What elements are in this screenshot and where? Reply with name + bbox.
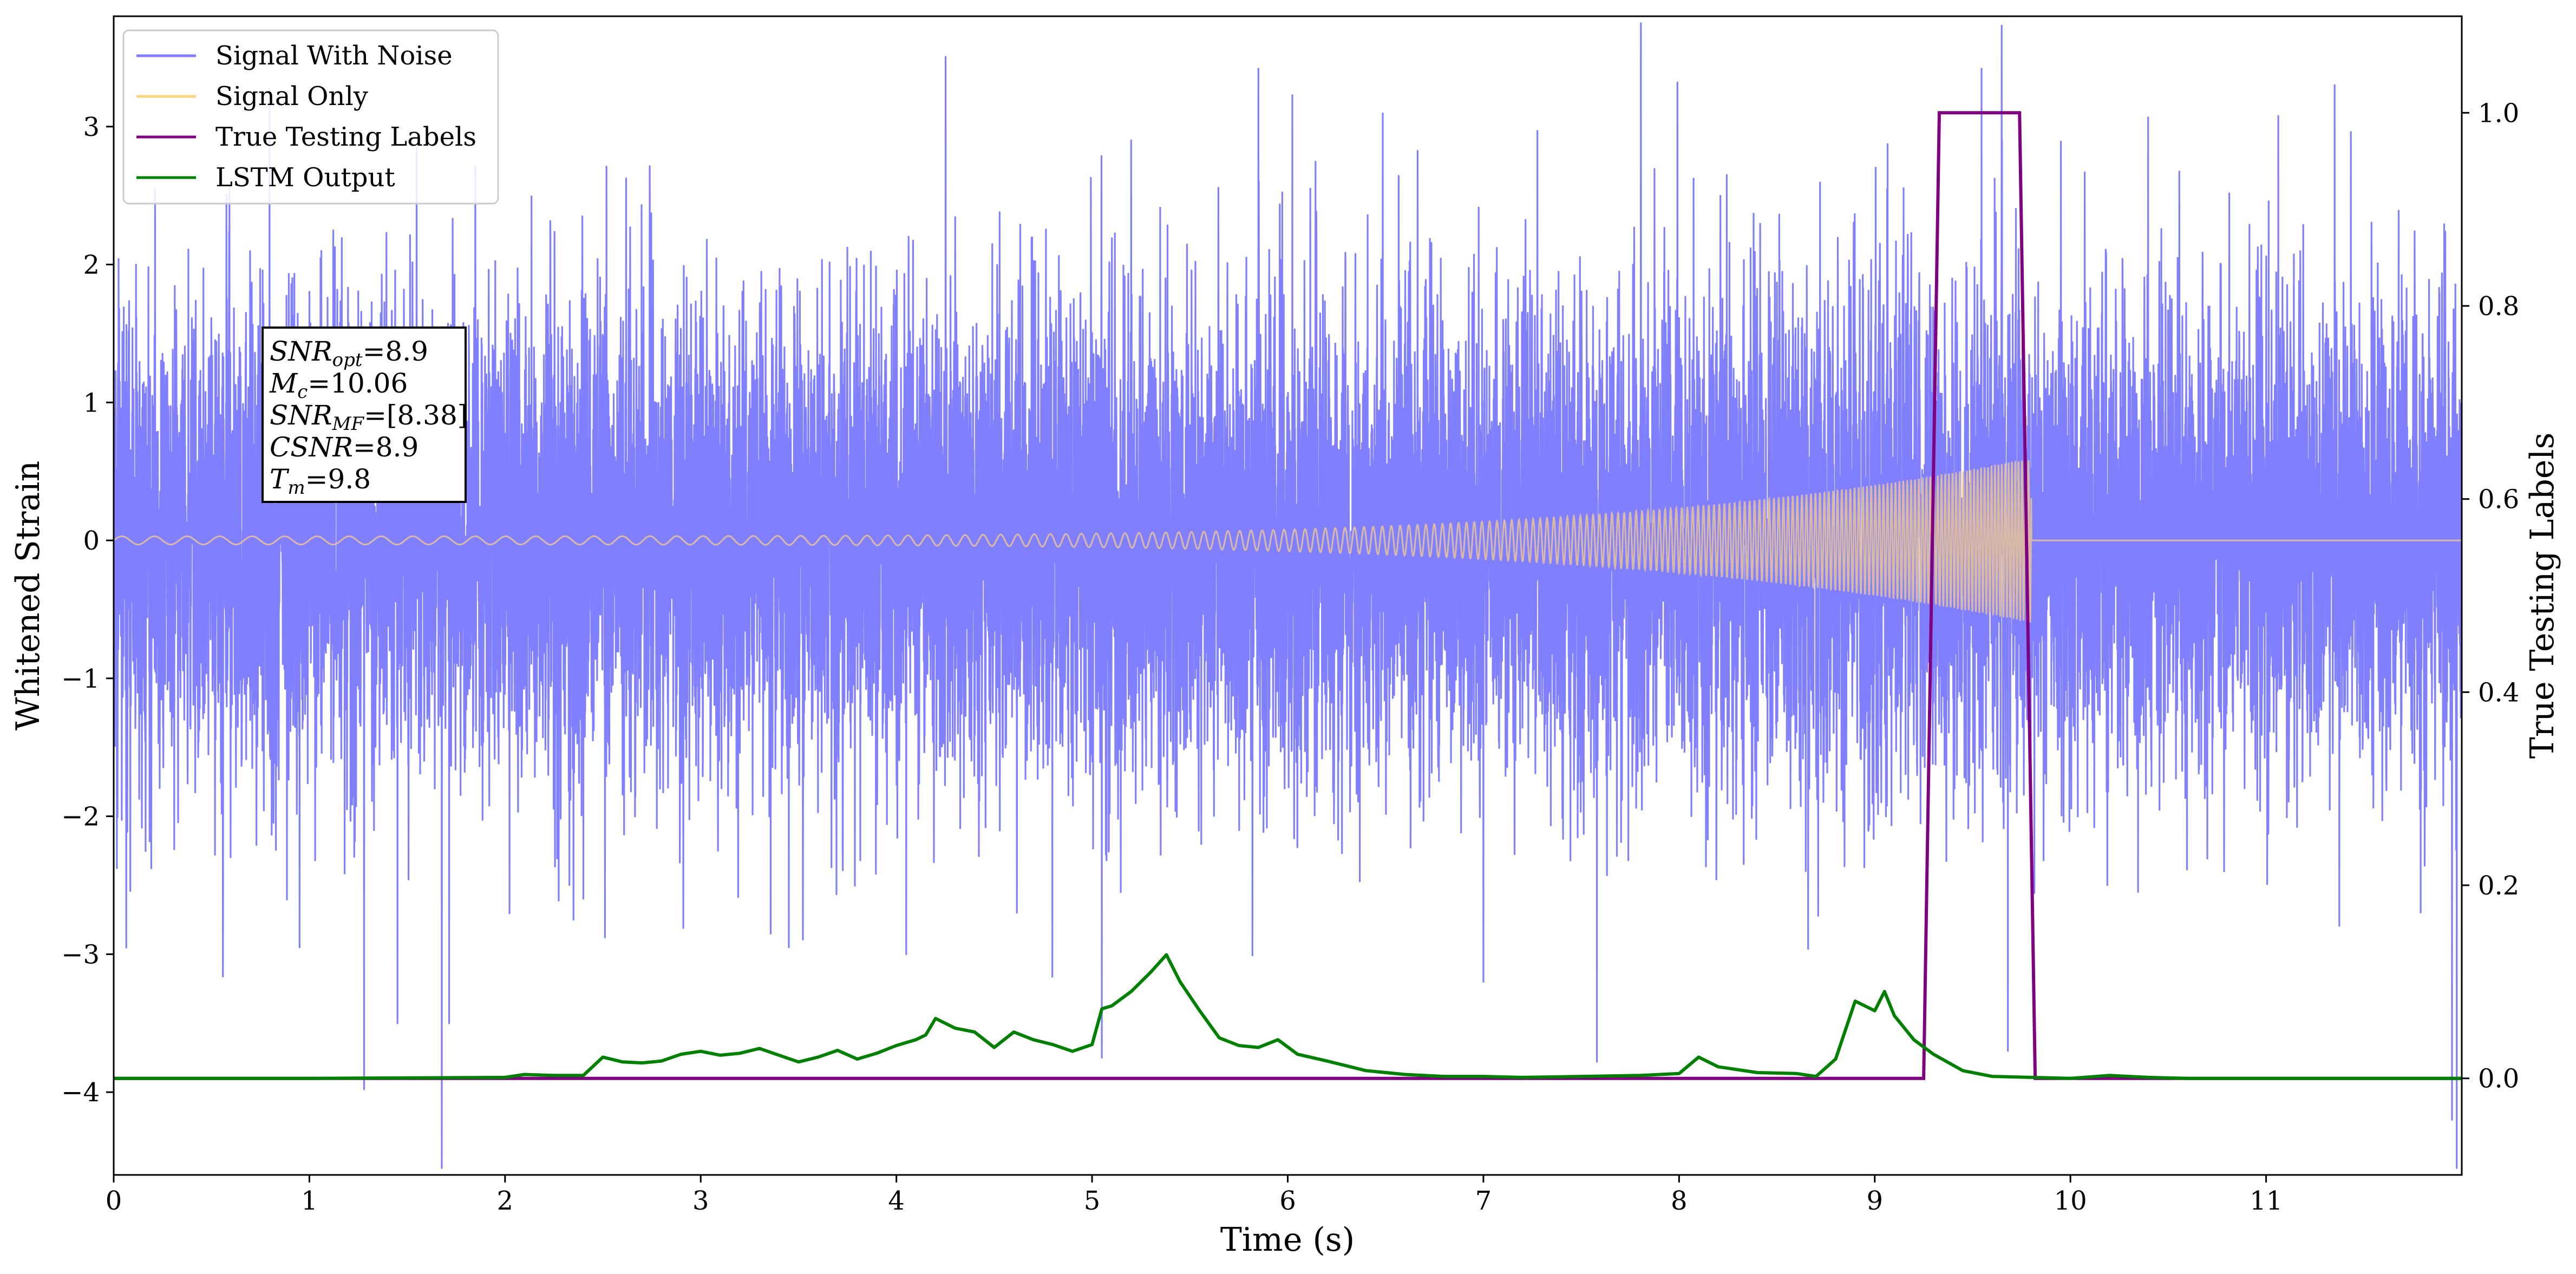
y-right-tick-label: 1.0 — [2478, 98, 2519, 128]
x-tick-label: 5 — [1084, 1186, 1101, 1216]
y-left-axis-label: Whitened Strain — [9, 461, 47, 730]
annotation-line-snr-opt: SNRopt=8.9 — [270, 336, 428, 371]
y-left-tick-label: 3 — [83, 112, 100, 142]
legend-entry-lstm-output: LSTM Output — [136, 162, 395, 193]
annotation-box — [261, 326, 467, 503]
x-tick-label: 9 — [1866, 1186, 1883, 1216]
legend-label-lstm-output: LSTM Output — [215, 162, 395, 193]
legend-entry-signal-with-noise: Signal With Noise — [136, 41, 453, 71]
x-axis-label: Time (s) — [1220, 1221, 1355, 1259]
x-tick-label: 8 — [1671, 1186, 1688, 1216]
y-right-tick-label: 0.0 — [2478, 1064, 2519, 1094]
annotation-line-tm: Tm=9.8 — [270, 463, 371, 499]
y-right-tick-label: 0.6 — [2478, 485, 2519, 515]
annotation-line-snr-mf: SNRMF=[8.38] — [270, 400, 468, 435]
y-right-axis-label: True Testing Labels — [2523, 433, 2561, 759]
y-left-tick-label: −1 — [61, 664, 100, 694]
y-left-tick-label: −3 — [61, 939, 100, 970]
y-left-tick-label: −2 — [61, 802, 100, 832]
series-true-testing-labels — [114, 111, 2462, 1080]
x-tick-label: 2 — [497, 1186, 514, 1216]
y-right-tick-label: 0.2 — [2478, 871, 2519, 901]
y-right-axis-ticks: 0.0 0.2 0.4 0.6 0.8 1.0 — [2462, 98, 2519, 1094]
series-signal-only — [114, 459, 2462, 623]
legend-label-true-testing-labels: True Testing Labels — [215, 122, 476, 152]
y-right-tick-label: 0.4 — [2478, 677, 2519, 708]
y-left-tick-label: 0 — [83, 526, 100, 556]
annotation-line-csnr: CSNR=8.9 — [270, 432, 419, 463]
x-tick-label: 10 — [2054, 1186, 2087, 1216]
y-left-tick-label: 2 — [83, 250, 100, 280]
x-tick-label: 6 — [1279, 1186, 1296, 1216]
x-tick-label: 3 — [692, 1186, 709, 1216]
y-left-tick-label: 1 — [83, 388, 100, 418]
x-tick-label: 4 — [888, 1186, 905, 1216]
parameter-annotation: SNRopt=8.9 Mc=10.06 SNRMF=[8.38] CSNR=8.… — [261, 326, 468, 503]
x-axis-ticks: 0 1 2 3 4 5 6 7 8 9 10 11 — [106, 1175, 2283, 1216]
legend-label-signal-only: Signal Only — [215, 81, 368, 112]
y-left-tick-label: −4 — [61, 1077, 100, 1108]
legend-entry-signal-only: Signal Only — [136, 81, 368, 112]
x-tick-label: 1 — [301, 1186, 318, 1216]
y-right-tick-label: 0.8 — [2478, 291, 2519, 322]
x-tick-label: 7 — [1475, 1186, 1492, 1216]
x-tick-label: 11 — [2250, 1186, 2283, 1216]
legend-label-signal-with-noise: Signal With Noise — [215, 41, 453, 71]
series-lstm-output — [114, 953, 2462, 1080]
plot-area — [114, 22, 2462, 1169]
annotation-line-mc: Mc=10.06 — [269, 368, 408, 403]
x-tick-label: 0 — [106, 1186, 122, 1216]
legend-box — [122, 29, 499, 205]
y-left-axis-ticks: −4 −3 −2 −1 0 1 2 3 — [61, 112, 114, 1108]
legend-entry-true-testing-labels: True Testing Labels — [136, 122, 476, 152]
legend: Signal With Noise Signal Only True Testi… — [122, 29, 499, 205]
